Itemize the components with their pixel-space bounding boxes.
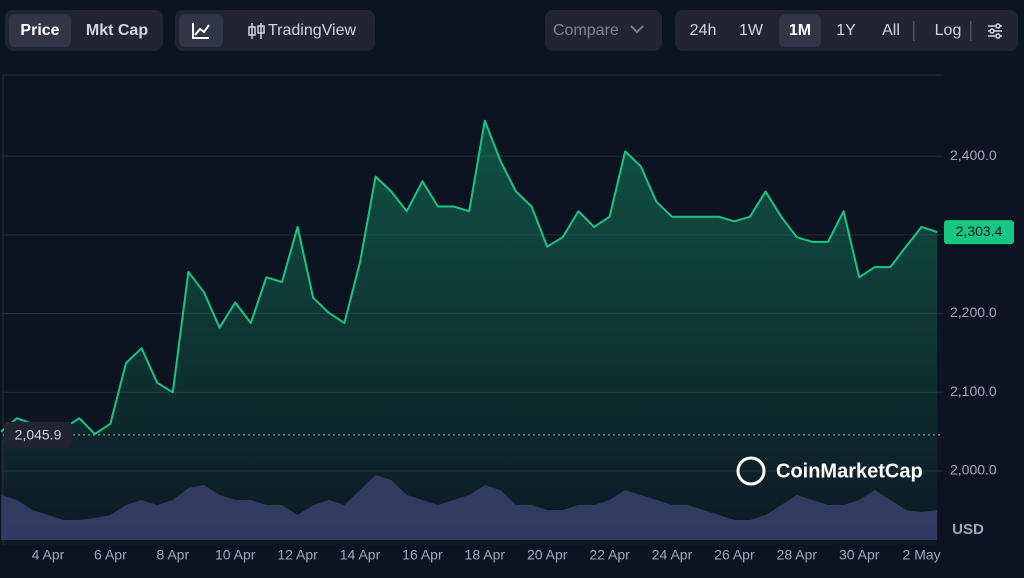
x-tick-label: 20 Apr [527,547,568,563]
x-tick-label: 22 Apr [589,547,630,563]
price-area [1,120,938,545]
x-tick-label: 4 Apr [32,547,65,563]
reference-label: 2,045.9 [15,427,62,443]
x-tick-label: 8 Apr [156,547,189,563]
tradingview-label: TradingView [267,22,357,39]
x-tick-label: 12 Apr [277,547,318,563]
x-tick-label: 26 Apr [714,547,755,563]
line-icon [192,23,210,39]
x-tick-label: 14 Apr [340,547,381,563]
line-chart-button[interactable] [179,14,223,47]
range-button[interactable]: 1M [779,14,821,47]
y-tick-label: 2,200.0 [950,304,997,320]
x-tick-label: 24 Apr [652,547,693,563]
range-button[interactable]: 24h [689,22,717,39]
volume-area [1,475,938,540]
watermark-text: CoinMarketCap [776,460,923,482]
chevron [630,25,644,34]
y-tick-label: 2,000.0 [950,462,997,478]
x-tick-label: 2 May [903,547,941,563]
log-button[interactable]: Log [934,22,962,39]
settings-button[interactable] [977,14,1013,47]
chart: USD 2,000.02,100.02,200.02,300.02,400.04… [0,74,1014,563]
range-button[interactable]: 1Y [836,22,856,39]
divider [913,21,915,41]
chart-style-toggle: TradingView [175,10,375,51]
metric-toggle: Price Mkt Cap [5,10,163,51]
price-tag-bg [944,220,1014,245]
compare-dropdown[interactable]: Compare [545,10,662,51]
x-tick-label: 10 Apr [215,547,256,563]
x-tick-label: 6 Apr [94,547,127,563]
mkt-cap-button[interactable]: Mkt Cap [85,22,149,39]
x-tick-label: 18 Apr [465,547,506,563]
price-button[interactable]: Price [9,14,71,47]
unit-label: USD [952,521,984,538]
y-tick-label: 2,400.0 [950,147,997,163]
reference-tag-bg [4,421,72,448]
range-toggle: Log 24h 1W 1M 1Y All [675,10,1018,51]
tradingview-button[interactable]: TradingView [231,14,371,47]
divider [970,21,972,41]
x-tick-label: 30 Apr [839,547,880,563]
range-button[interactable]: All [882,22,900,39]
price-tag: 2,303.4 [956,223,1003,239]
y-tick-label: 2,100.0 [950,383,997,399]
x-tick-label: 16 Apr [402,547,443,563]
price-line [0,119,938,435]
settings-icon [988,23,1002,39]
watermark-logo [736,456,766,486]
compare-label: Compare [553,14,653,47]
watermark: CoinMarketCap [736,456,923,486]
range-button[interactable]: 1W [739,22,763,39]
compare-text: Compare [553,22,619,39]
candle-icon [248,22,265,39]
x-tick-label: 28 Apr [777,547,818,563]
